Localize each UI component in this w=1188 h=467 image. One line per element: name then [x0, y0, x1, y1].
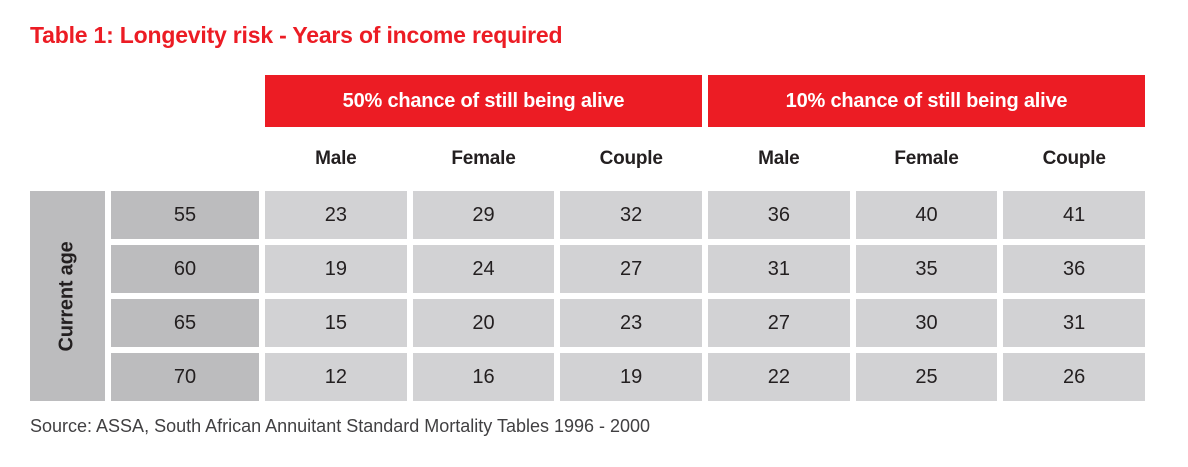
age-cell: 70	[111, 353, 259, 401]
column-header-male-50: Male	[265, 133, 407, 185]
data-cell: 20	[412, 299, 555, 347]
column-header-couple-10: Couple	[1003, 133, 1145, 185]
data-cell: 36	[1003, 245, 1145, 293]
data-cell: 24	[412, 245, 555, 293]
data-cell: 32	[560, 191, 702, 239]
data-cell: 31	[1003, 299, 1145, 347]
data-cell: 29	[412, 191, 555, 239]
data-cell: 23	[560, 299, 702, 347]
age-cell: 60	[111, 245, 259, 293]
longevity-table: 50% chance of still being alive 10% chan…	[30, 75, 1145, 401]
column-header-couple-50: Couple	[560, 133, 702, 185]
data-cell: 26	[1003, 353, 1145, 401]
row-axis-cell: Current age	[30, 191, 105, 401]
data-cell: 12	[265, 353, 407, 401]
age-cell: 55	[111, 191, 259, 239]
data-cell: 27	[708, 299, 850, 347]
source-note: Source: ASSA, South African Annuitant St…	[30, 416, 651, 436]
data-cell: 16	[412, 353, 555, 401]
band-header-10pct: 10% chance of still being alive	[708, 75, 1145, 127]
data-cell: 36	[708, 191, 850, 239]
data-cell: 19	[560, 353, 702, 401]
data-cell: 23	[265, 191, 407, 239]
data-cell: 22	[708, 353, 850, 401]
age-cell: 65	[111, 299, 259, 347]
data-cell: 30	[855, 299, 998, 347]
data-cell: 41	[1003, 191, 1145, 239]
column-header-male-10: Male	[708, 133, 850, 185]
data-cell: 40	[855, 191, 998, 239]
column-header-female-10: Female	[855, 133, 998, 185]
table-title: Table 1: Longevity risk - Years of incom…	[30, 22, 563, 48]
band-header-50pct: 50% chance of still being alive	[265, 75, 702, 127]
data-cell: 15	[265, 299, 407, 347]
row-axis-label: Current age	[56, 240, 79, 352]
data-cell: 25	[855, 353, 998, 401]
data-cell: 31	[708, 245, 850, 293]
column-header-female-50: Female	[412, 133, 555, 185]
data-cell: 19	[265, 245, 407, 293]
data-cell: 27	[560, 245, 702, 293]
data-cell: 35	[855, 245, 998, 293]
